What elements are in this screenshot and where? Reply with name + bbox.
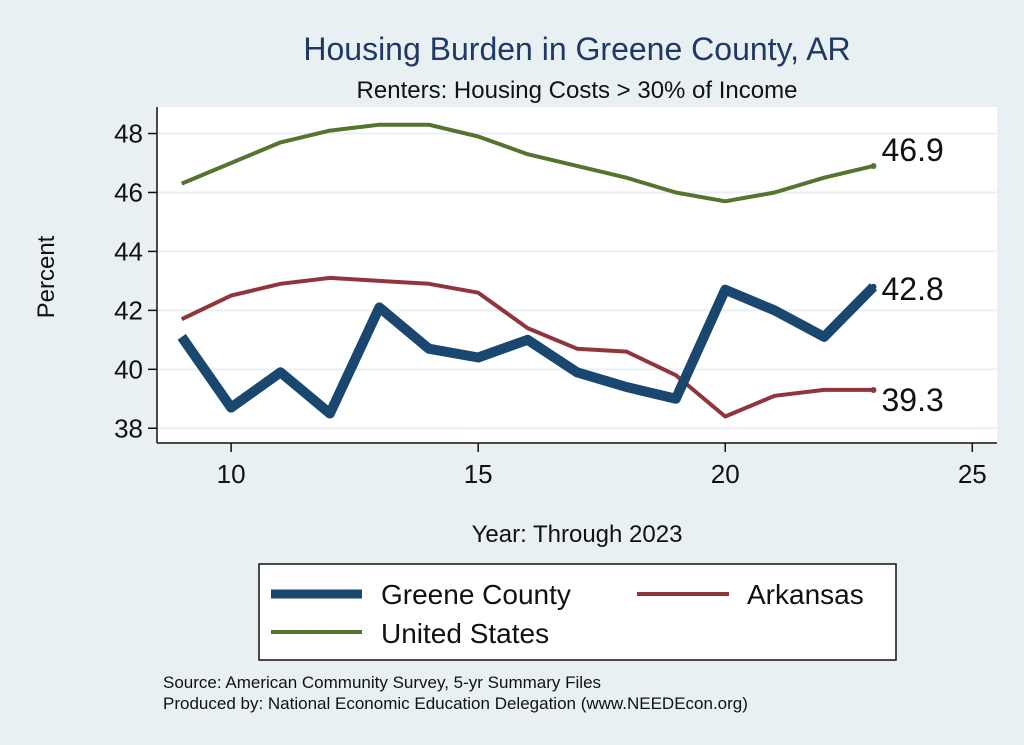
end-point-arkansas	[870, 386, 877, 393]
legend-label-arkansas: Arkansas	[747, 579, 864, 610]
legend-box	[258, 563, 897, 661]
legend: Greene County Arkansas United States	[258, 563, 897, 661]
chart-subtitle: Renters: Housing Costs > 30% of Income	[357, 77, 798, 104]
x-tick-label-10: 10	[217, 459, 246, 489]
end-labels: 42.8 39.3 46.9	[870, 132, 944, 418]
end-point-united-states	[870, 162, 877, 169]
end-label-united-states: 46.9	[881, 132, 943, 168]
x-tick-label-25: 25	[958, 459, 987, 489]
y-tick-label-48: 48	[114, 119, 143, 149]
x-axis-ticks: 10 15 20 25	[217, 443, 987, 489]
end-label-greene-county: 42.8	[881, 271, 943, 307]
legend-label-united-states: United States	[381, 618, 549, 649]
series-line-arkansas	[180, 275, 874, 419]
y-tick-label-38: 38	[114, 413, 143, 443]
plot-area	[157, 107, 997, 443]
y-axis-title: Percent	[33, 235, 60, 318]
y-tick-label-46: 46	[114, 177, 143, 207]
source-note: Source: American Community Survey, 5-yr …	[163, 673, 601, 692]
producer-note: Produced by: National Economic Education…	[163, 694, 748, 713]
end-point-greene-county	[870, 283, 877, 290]
x-axis-title: Year: Through 2023	[472, 521, 683, 548]
y-axis-ticks: 38 40 42 44 46 48	[114, 119, 157, 443]
end-label-arkansas: 39.3	[881, 382, 943, 418]
series-lines	[177, 122, 878, 419]
series-line-greene-county	[177, 283, 878, 419]
x-tick-label-15: 15	[464, 459, 493, 489]
chart-title: Housing Burden in Greene County, AR	[303, 31, 850, 67]
series-line-united-states	[180, 122, 874, 204]
legend-label-greene-county: Greene County	[381, 579, 571, 610]
x-tick-label-20: 20	[711, 459, 740, 489]
y-tick-label-42: 42	[114, 295, 143, 325]
y-tick-label-44: 44	[114, 236, 143, 266]
y-tick-label-40: 40	[114, 354, 143, 384]
grid-lines	[157, 132, 997, 430]
